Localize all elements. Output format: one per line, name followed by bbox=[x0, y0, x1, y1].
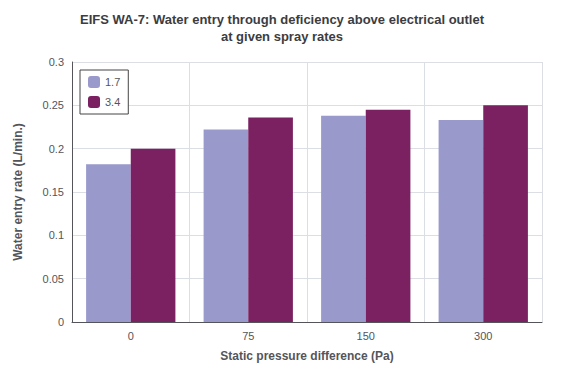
svg-text:0.2: 0.2 bbox=[49, 143, 64, 155]
svg-text:0: 0 bbox=[128, 330, 134, 342]
svg-text:150: 150 bbox=[357, 330, 375, 342]
svg-text:0.25: 0.25 bbox=[43, 99, 64, 111]
svg-text:EIFS WA-7: Water entry through: EIFS WA-7: Water entry through deficienc… bbox=[80, 12, 485, 27]
svg-text:0.3: 0.3 bbox=[49, 56, 64, 68]
svg-text:Static pressure difference (Pa: Static pressure difference (Pa) bbox=[220, 349, 393, 363]
svg-text:Water entry rate (L/min.): Water entry rate (L/min.) bbox=[11, 123, 25, 261]
svg-text:0: 0 bbox=[58, 316, 64, 328]
svg-text:300: 300 bbox=[474, 330, 492, 342]
svg-text:1.7: 1.7 bbox=[105, 76, 120, 88]
svg-text:75: 75 bbox=[242, 330, 254, 342]
svg-text:0.1: 0.1 bbox=[49, 229, 64, 241]
svg-text:0.05: 0.05 bbox=[43, 273, 64, 285]
svg-text:3.4: 3.4 bbox=[105, 96, 120, 108]
svg-text:0.15: 0.15 bbox=[43, 186, 64, 198]
svg-text:at given spray rates: at given spray rates bbox=[221, 29, 343, 44]
